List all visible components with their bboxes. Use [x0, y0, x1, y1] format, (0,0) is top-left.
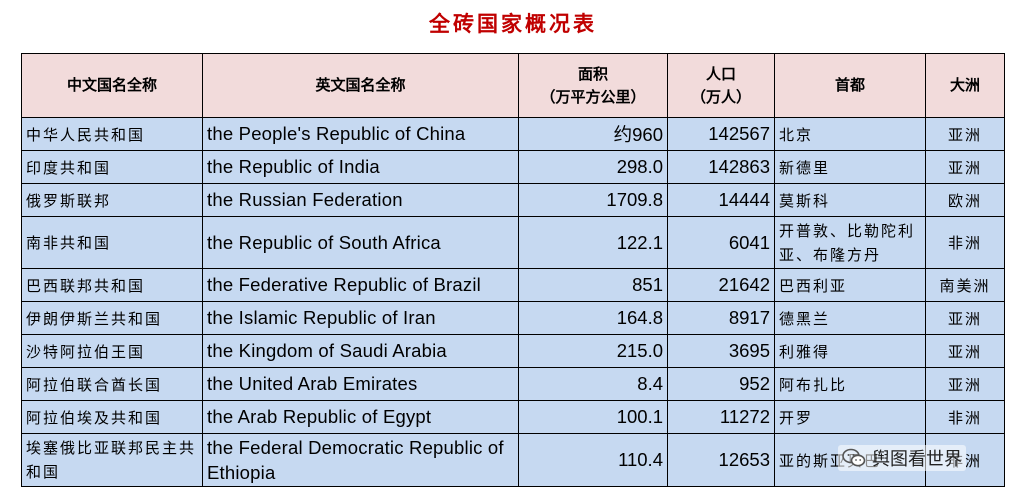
cell-cn-name: 伊朗伊斯兰共和国 [21, 301, 203, 335]
cell-population: 14444 [667, 183, 775, 217]
cell-cn-name: 埃塞俄比亚联邦民主共和国 [21, 433, 203, 487]
table-row: 沙特阿拉伯王国 the Kingdom of Saudi Arabia 215.… [21, 334, 1005, 368]
cell-population: 21642 [667, 268, 775, 302]
header-population-unit: （万人） [690, 87, 751, 106]
cell-cn-name: 印度共和国 [21, 150, 203, 184]
cell-en-name: the Kingdom of Saudi Arabia [202, 334, 519, 368]
cell-en-name: the People's Republic of China [202, 117, 519, 151]
cell-continent: 亚洲 [925, 367, 1005, 401]
cell-capital: 开罗 [774, 400, 926, 434]
cell-population: 3695 [667, 334, 775, 368]
cell-cn-name: 阿拉伯联合酋长国 [21, 367, 203, 401]
cell-en-name: the Republic of South Africa [202, 216, 519, 269]
table-row: 阿拉伯埃及共和国 the Arab Republic of Egypt 100.… [21, 400, 1005, 434]
table-row: 伊朗伊斯兰共和国 the Islamic Republic of Iran 16… [21, 301, 1005, 335]
cell-en-name: the Republic of India [202, 150, 519, 184]
table-row: 俄罗斯联邦 the Russian Federation 1709.8 1444… [21, 183, 1005, 217]
table-row: 印度共和国 the Republic of India 298.0 142863… [21, 150, 1005, 184]
cell-en-name: the Federal Democratic Republic of Ethio… [202, 433, 519, 487]
cell-area: 851 [518, 268, 668, 302]
cell-cn-name: 阿拉伯埃及共和国 [21, 400, 203, 434]
watermark-text: 舆图看世界 [872, 449, 962, 470]
cell-continent: 南美洲 [925, 268, 1005, 302]
cell-en-name: the Islamic Republic of Iran [202, 301, 519, 335]
cell-area: 8.4 [518, 367, 668, 401]
brics-table: 中文国名全称 英文国名全称 面积 （万平方公里） 人口 （万人） 首都 大洲 中… [21, 53, 1005, 487]
cell-capital: 莫斯科 [774, 183, 926, 217]
table-title: 全砖国家概况表 [429, 11, 597, 36]
cell-continent: 非洲 [925, 216, 1005, 269]
cell-area: 100.1 [518, 400, 668, 434]
cell-cn-name: 中华人民共和国 [21, 117, 203, 151]
cell-capital: 德黑兰 [774, 301, 926, 335]
table-row: 阿拉伯联合酋长国 the United Arab Emirates 8.4 95… [21, 367, 1005, 401]
header-en-name: 英文国名全称 [202, 53, 519, 118]
cell-cn-name: 巴西联邦共和国 [21, 268, 203, 302]
cell-area: 约960 [518, 117, 668, 151]
cell-cn-name: 沙特阿拉伯王国 [21, 334, 203, 368]
cell-population: 11272 [667, 400, 775, 434]
header-population: 人口 （万人） [667, 53, 775, 118]
cell-continent: 亚洲 [925, 117, 1005, 151]
wechat-icon [842, 448, 866, 467]
cell-continent: 亚洲 [925, 301, 1005, 335]
header-capital: 首都 [774, 53, 926, 118]
cell-capital: 北京 [774, 117, 926, 151]
cell-area: 215.0 [518, 334, 668, 368]
header-continent: 大洲 [925, 53, 1005, 118]
cell-area: 1709.8 [518, 183, 668, 217]
cell-cn-name: 俄罗斯联邦 [21, 183, 203, 217]
cell-en-name: the Arab Republic of Egypt [202, 400, 519, 434]
cell-continent: 非洲 [925, 400, 1005, 434]
cell-capital: 开普敦、比勒陀利亚、布隆方丹 [774, 216, 926, 269]
cell-population: 12653 [667, 433, 775, 487]
header-area: 面积 （万平方公里） [518, 53, 668, 118]
cell-population: 142863 [667, 150, 775, 184]
cell-capital: 利雅得 [774, 334, 926, 368]
header-area-label: 面积 [577, 64, 608, 83]
cell-population: 952 [667, 367, 775, 401]
cell-population: 142567 [667, 117, 775, 151]
cell-population: 8917 [667, 301, 775, 335]
table-row: 巴西联邦共和国 the Federative Republic of Brazi… [21, 268, 1005, 302]
cell-population: 6041 [667, 216, 775, 269]
cell-area: 122.1 [518, 216, 668, 269]
cell-area: 110.4 [518, 433, 668, 487]
cell-continent: 亚洲 [925, 334, 1005, 368]
cell-capital: 阿布扎比 [774, 367, 926, 401]
cell-en-name: the Federative Republic of Brazil [202, 268, 519, 302]
cell-continent: 亚洲 [925, 150, 1005, 184]
header-cn-name: 中文国名全称 [21, 53, 203, 118]
cell-area: 164.8 [518, 301, 668, 335]
cell-cn-name: 南非共和国 [21, 216, 203, 269]
cell-continent: 欧洲 [925, 183, 1005, 217]
header-row: 中文国名全称 英文国名全称 面积 （万平方公里） 人口 （万人） 首都 大洲 [21, 53, 1005, 118]
cell-en-name: the United Arab Emirates [202, 367, 519, 401]
header-population-label: 人口 [705, 64, 736, 83]
watermark: 舆图看世界 [838, 445, 966, 471]
header-area-unit: （万平方公里） [540, 87, 646, 106]
cell-en-name: the Russian Federation [202, 183, 519, 217]
cell-capital: 新德里 [774, 150, 926, 184]
cell-capital: 巴西利亚 [774, 268, 926, 302]
cell-area: 298.0 [518, 150, 668, 184]
table-row: 中华人民共和国 the People's Republic of China 约… [21, 117, 1005, 151]
table-row: 南非共和国 the Republic of South Africa 122.1… [21, 216, 1005, 269]
